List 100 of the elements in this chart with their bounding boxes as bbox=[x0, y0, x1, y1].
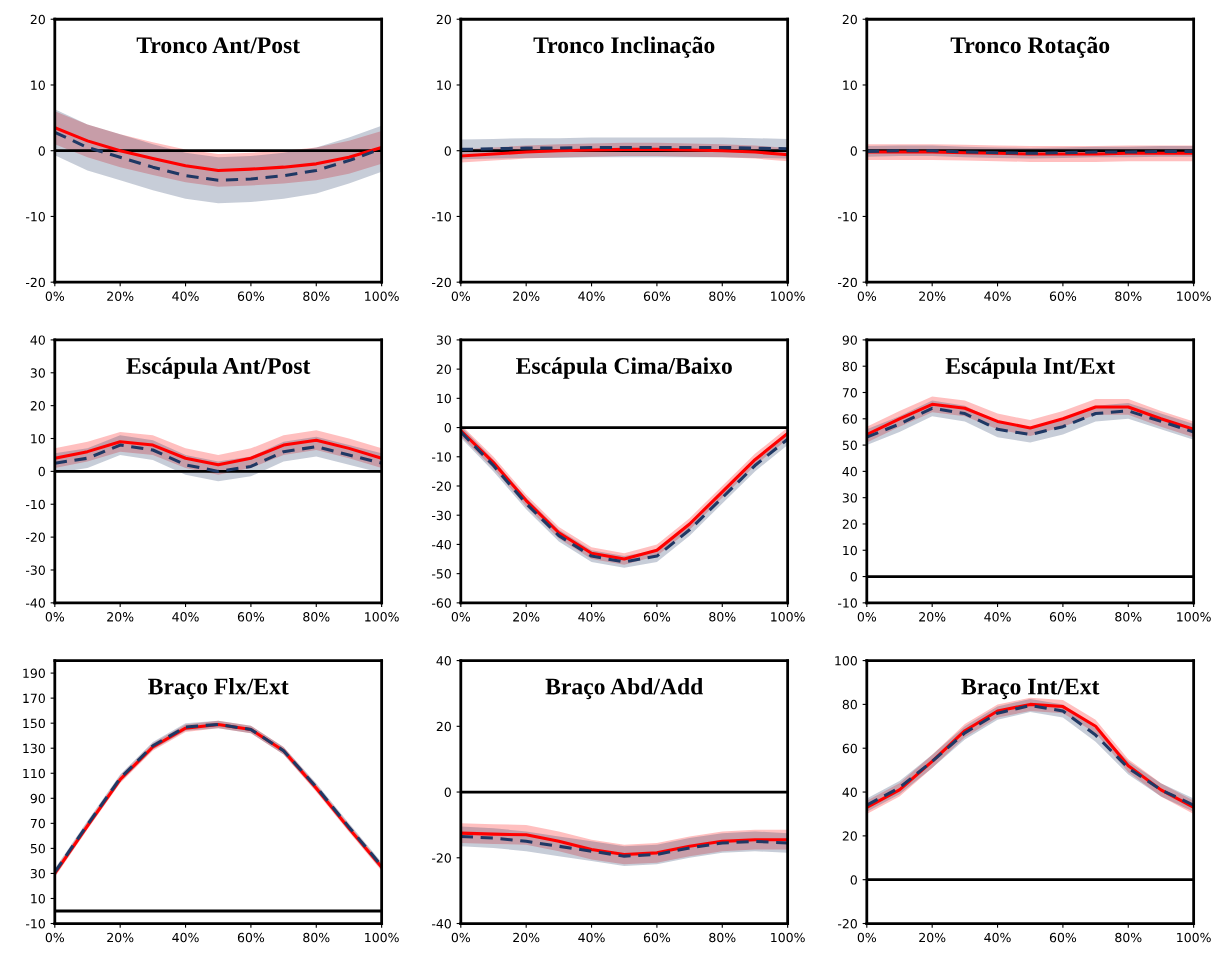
y-tick-label: -10 bbox=[431, 211, 451, 222]
y-tick-label: -20 bbox=[837, 918, 857, 929]
x-tick-label: 0% bbox=[451, 932, 471, 943]
y-tick-label: -40 bbox=[431, 539, 451, 550]
text: Tronco Ant/Post bbox=[136, 37, 301, 54]
x-tick-label: 40% bbox=[172, 932, 199, 943]
x-tick-label: 100% bbox=[1177, 291, 1211, 301]
y-tick-label: 0 bbox=[38, 146, 45, 156]
text: Braço Abd/Add bbox=[545, 677, 704, 700]
y-tick-label: 10 bbox=[31, 80, 45, 90]
y-tick-label: 20 bbox=[436, 14, 451, 25]
y-tick-label: 10 bbox=[843, 545, 857, 556]
text: Escápula Int/Ext bbox=[945, 357, 1116, 379]
y-tick-label: 50 bbox=[842, 440, 857, 451]
x-tick-label: 40% bbox=[984, 612, 1011, 622]
y-tick-label: 110 bbox=[23, 768, 45, 779]
y-tick-label: 130 bbox=[23, 743, 45, 754]
y-tick-label: 10 bbox=[437, 80, 451, 90]
y-tick-label: 90 bbox=[30, 793, 45, 804]
x-tick-label: 100% bbox=[365, 932, 399, 943]
y-tick-label: -10 bbox=[837, 598, 857, 608]
x-tick-label: 40% bbox=[172, 291, 199, 301]
y-tick-label: 150 bbox=[23, 718, 45, 729]
y-tick-label: -40 bbox=[25, 598, 45, 608]
y-tick-label: 20 bbox=[30, 14, 45, 25]
y-tick-label: 0 bbox=[38, 466, 45, 477]
y-tick-label: 190 bbox=[23, 668, 45, 679]
y-tick-label: 20 bbox=[30, 401, 45, 411]
y-tick-label: -10 bbox=[25, 499, 45, 510]
x-tick-label: 80% bbox=[1115, 291, 1142, 301]
x-tick-label: 20% bbox=[919, 932, 946, 943]
y-tick-label: 0 bbox=[444, 146, 451, 156]
x-tick-label: 20% bbox=[919, 291, 946, 301]
y-tick-label: 20 bbox=[842, 519, 857, 529]
y-tick-label: 60 bbox=[842, 743, 857, 754]
y-tick-label: 10 bbox=[437, 393, 451, 404]
y-tick-label: 20 bbox=[842, 831, 857, 841]
y-tick-label: -20 bbox=[25, 277, 45, 288]
x-tick-label: 40% bbox=[172, 612, 199, 622]
y-tick-label: 0 bbox=[850, 875, 857, 885]
x-tick-label: 40% bbox=[984, 291, 1011, 301]
x-tick-label: 100% bbox=[771, 932, 805, 943]
x-tick-label: 60% bbox=[237, 612, 265, 622]
x-tick-label: 80% bbox=[303, 932, 330, 943]
y-tick-label: -50 bbox=[431, 569, 451, 579]
x-tick-label: 40% bbox=[578, 612, 605, 622]
y-tick-label: 10 bbox=[31, 433, 45, 444]
text: Escápula Ant/Post bbox=[126, 357, 311, 379]
x-tick-label: 60% bbox=[237, 932, 265, 943]
y-tick-label: 70 bbox=[842, 387, 857, 398]
y-tick-label: 60 bbox=[842, 414, 857, 424]
y-tick-label: -20 bbox=[837, 277, 857, 288]
x-tick-label: 60% bbox=[1049, 291, 1077, 301]
x-tick-label: 60% bbox=[237, 291, 265, 301]
y-tick-label: 30 bbox=[436, 335, 451, 345]
y-tick-label: 30 bbox=[30, 868, 45, 879]
y-tick-label: -20 bbox=[431, 481, 451, 491]
y-tick-label: 30 bbox=[30, 368, 45, 378]
x-tick-label: 80% bbox=[303, 291, 330, 301]
y-tick-label: -10 bbox=[25, 211, 45, 222]
x-tick-label: 40% bbox=[578, 291, 605, 301]
x-tick-label: 40% bbox=[578, 932, 605, 943]
y-tick-label: 0 bbox=[444, 423, 451, 433]
x-tick-label: 20% bbox=[107, 612, 134, 622]
x-tick-label: 0% bbox=[451, 291, 471, 301]
x-tick-label: 80% bbox=[709, 291, 736, 301]
x-tick-label: 80% bbox=[1115, 932, 1142, 943]
y-tick-label: 40 bbox=[30, 335, 45, 345]
x-tick-label: 20% bbox=[107, 291, 134, 301]
y-tick-label: -30 bbox=[431, 510, 451, 521]
x-tick-label: 0% bbox=[857, 291, 877, 301]
x-tick-label: 60% bbox=[1049, 612, 1077, 622]
y-tick-label: 30 bbox=[842, 493, 857, 503]
y-tick-label: 170 bbox=[23, 693, 45, 704]
text: Escápula Cima/Baixo bbox=[516, 357, 732, 379]
x-tick-label: 100% bbox=[365, 291, 399, 301]
x-tick-label: 0% bbox=[451, 612, 471, 622]
x-tick-label: 100% bbox=[771, 291, 805, 301]
x-tick-label: 0% bbox=[45, 932, 65, 943]
y-tick-label: 40 bbox=[842, 787, 857, 797]
y-tick-label: -30 bbox=[25, 565, 45, 575]
y-tick-label: -20 bbox=[25, 532, 45, 543]
y-tick-label: 90 bbox=[842, 335, 857, 345]
y-tick-label: 80 bbox=[842, 699, 857, 710]
y-tick-label: -60 bbox=[431, 598, 451, 608]
x-tick-label: 100% bbox=[1177, 612, 1211, 622]
y-tick-label: 10 bbox=[843, 80, 857, 90]
y-tick-label: 40 bbox=[842, 466, 857, 477]
text: Tronco Inclinação bbox=[533, 36, 715, 58]
y-tick-label: 20 bbox=[436, 721, 451, 732]
x-tick-label: 60% bbox=[643, 932, 671, 943]
x-tick-label: 80% bbox=[1115, 612, 1142, 622]
x-tick-label: 20% bbox=[107, 932, 134, 943]
y-tick-label: 70 bbox=[30, 818, 45, 829]
text: Braço Flx/Ext bbox=[148, 677, 289, 700]
x-tick-label: 80% bbox=[709, 932, 736, 943]
text: Braço Int/Ext bbox=[961, 678, 1100, 700]
x-tick-label: 100% bbox=[771, 612, 805, 622]
y-tick-label: 20 bbox=[436, 364, 451, 375]
text: Tronco Rotação bbox=[950, 36, 1110, 58]
